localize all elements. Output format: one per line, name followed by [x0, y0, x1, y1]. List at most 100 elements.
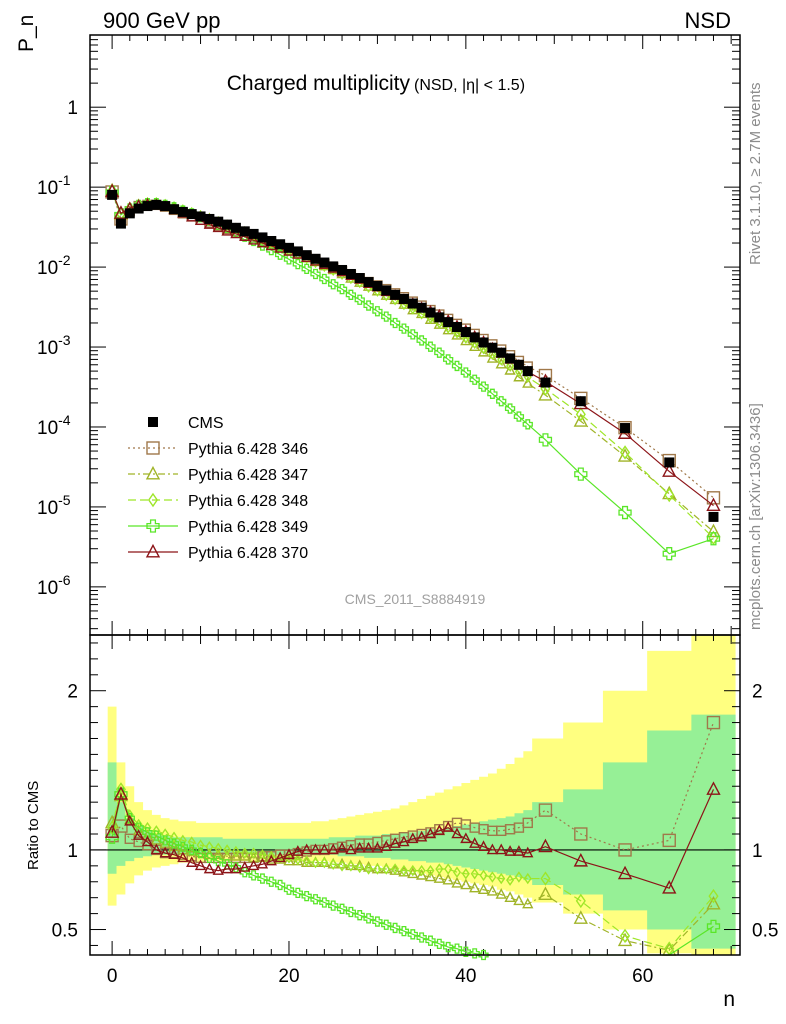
- point-pythia-6-428-349: [407, 329, 418, 340]
- point-cms: [213, 216, 224, 227]
- ratio-y-tick-label: 2: [67, 682, 78, 703]
- point-pythia-6-428-347: [477, 345, 490, 357]
- x-tick-label: 60: [632, 966, 653, 987]
- point-cms: [575, 396, 586, 407]
- line-pythia-6-428-370: [111, 191, 714, 507]
- point-pythia-6-428-349: [662, 547, 676, 561]
- ratio-point-pythia-6-428-370: [301, 843, 313, 855]
- ratio-y-tick-label: 1: [67, 841, 78, 862]
- point-pythia-6-428-349: [319, 273, 330, 285]
- ratio-point-pythia-6-428-346: [538, 803, 553, 817]
- ratio-point-pythia-6-428-348: [284, 852, 293, 864]
- point-pythia-6-428-347: [495, 357, 507, 369]
- ratio-point-pythia-6-428-349: [398, 925, 410, 937]
- ratio-point-pythia-6-428-348: [435, 863, 444, 875]
- point-cms: [620, 423, 631, 434]
- ratio-point-pythia-6-428-348: [338, 860, 347, 872]
- ratio-point-pythia-6-428-349: [204, 852, 215, 864]
- point-pythia-6-428-349: [336, 283, 348, 295]
- legend-label-pythia-6-428-370: Pythia 6.428 370: [188, 545, 308, 562]
- point-cms: [513, 359, 524, 370]
- point-pythia-6-428-349: [496, 396, 507, 407]
- ratio-point-pythia-6-428-349: [168, 838, 180, 849]
- point-cms: [257, 232, 268, 243]
- point-pythia-6-428-349: [522, 419, 533, 430]
- point-cms: [301, 250, 312, 261]
- ratio-point-pythia-6-428-349: [319, 897, 330, 908]
- point-pythia-6-428-349: [354, 294, 365, 305]
- ratio-point-pythia-6-428-349: [213, 855, 224, 867]
- ratio-point-pythia-6-428-348: [231, 845, 240, 858]
- point-pythia-6-428-347: [573, 413, 588, 427]
- point-pythia-6-428-349: [434, 347, 445, 358]
- ratio-point-pythia-6-428-348: [329, 858, 338, 870]
- point-cms: [345, 268, 356, 279]
- point-cms: [664, 457, 675, 468]
- ratio-point-pythia-6-428-370: [318, 843, 331, 855]
- ratio-point-pythia-6-428-370: [292, 845, 304, 856]
- ratio-point-pythia-6-428-347: [407, 867, 419, 879]
- ratio-y-tick-label-right: 1: [752, 841, 763, 862]
- ratio-point-pythia-6-428-370: [486, 843, 499, 855]
- point-pythia-6-428-349: [574, 467, 588, 481]
- point-cms: [425, 307, 436, 318]
- ratio-point-pythia-6-428-348: [497, 872, 506, 885]
- point-pythia-6-428-349: [416, 335, 427, 346]
- ratio-point-pythia-6-428-347: [477, 883, 490, 895]
- ratio-point-pythia-6-428-347: [573, 910, 588, 924]
- ratio-point-pythia-6-428-370: [203, 862, 216, 874]
- ratio-point-pythia-6-428-349: [443, 941, 454, 953]
- ratio-point-pythia-6-428-370: [460, 832, 472, 844]
- point-pythia-6-428-370: [221, 224, 233, 236]
- y-tick-label: 10-4: [37, 412, 71, 439]
- legend-marker-pythia-6-428-348: [147, 492, 159, 508]
- ratio-point-pythia-6-428-349: [425, 935, 436, 946]
- point-pythia-6-428-347: [706, 523, 721, 538]
- ratio-point-pythia-6-428-347: [442, 873, 454, 885]
- ratio-point-pythia-6-428-370: [336, 841, 348, 853]
- point-cms: [496, 347, 507, 358]
- ratio-plot-frame: [89, 634, 741, 956]
- point-pythia-6-428-349: [274, 249, 286, 260]
- point-pythia-6-428-347: [513, 370, 525, 382]
- point-cms: [460, 327, 471, 338]
- y-tick-label: 1: [67, 98, 78, 119]
- point-pythia-6-428-349: [283, 254, 295, 265]
- ratio-point-pythia-6-428-347: [504, 891, 516, 902]
- ratio-point-pythia-6-428-349: [274, 879, 286, 891]
- legend-label-pythia-6-428-348: Pythia 6.428 348: [188, 493, 308, 510]
- point-pythia-6-428-349: [425, 341, 436, 352]
- legend-marker-pythia-6-428-370: [145, 543, 161, 558]
- legend-label-cms: CMS: [188, 415, 224, 432]
- point-cms: [160, 201, 171, 212]
- ratio-point-pythia-6-428-370: [327, 843, 339, 855]
- ratio-point-pythia-6-428-348: [187, 836, 196, 848]
- ratio-point-pythia-6-428-346: [706, 715, 721, 730]
- ratio-point-pythia-6-428-348: [302, 855, 311, 867]
- point-cms: [222, 219, 233, 230]
- point-pythia-6-428-349: [363, 300, 374, 311]
- point-pythia-6-428-348: [497, 354, 506, 366]
- ratio-point-pythia-6-428-349: [354, 910, 365, 921]
- ratio-point-pythia-6-428-348: [488, 871, 497, 883]
- ratio-point-pythia-6-428-348: [391, 863, 400, 875]
- ratio-plot-series: [104, 715, 721, 961]
- ratio-point-pythia-6-428-370: [221, 862, 233, 874]
- ratio-point-pythia-6-428-349: [389, 922, 401, 934]
- point-cms: [169, 204, 180, 215]
- point-pythia-6-428-370: [212, 221, 224, 233]
- ratio-point-pythia-6-428-370: [309, 843, 322, 855]
- point-cms: [354, 273, 365, 284]
- ratio-point-pythia-6-428-348: [311, 856, 320, 869]
- ratio-point-pythia-6-428-348: [373, 863, 382, 875]
- point-cms: [363, 277, 374, 288]
- y-tick-label: 10-6: [37, 572, 71, 599]
- point-cms: [310, 253, 321, 264]
- ratio-point-pythia-6-428-348: [408, 864, 417, 877]
- ratio-point-pythia-6-428-347: [283, 854, 295, 866]
- ratio-point-pythia-6-428-349: [345, 906, 357, 918]
- ratio-point-pythia-6-428-349: [301, 890, 312, 902]
- ratio-point-pythia-6-428-370: [265, 854, 277, 866]
- point-cms: [434, 312, 445, 323]
- point-pythia-6-428-349: [328, 279, 339, 290]
